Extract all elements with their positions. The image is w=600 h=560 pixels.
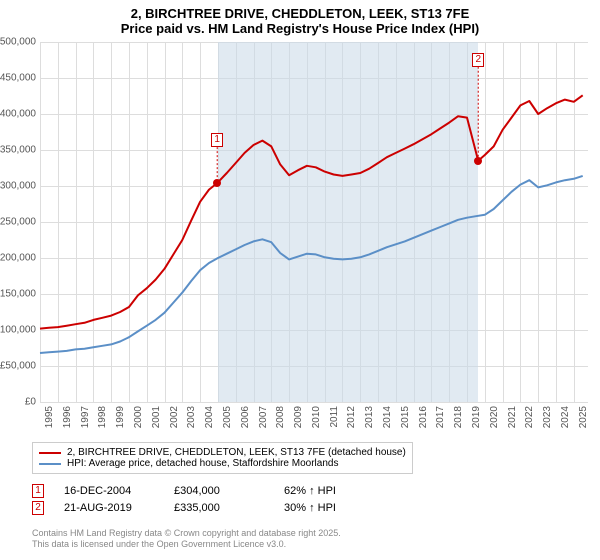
x-tick-label: 2015 — [400, 406, 411, 428]
sales-table: 1 16-DEC-2004 £304,000 62% ↑ HPI 2 21-AUG-201… — [32, 484, 374, 518]
x-tick-label: 2021 — [507, 406, 518, 428]
plot-area: £0£50,000£100,000£150,000£200,000£250,00… — [40, 42, 588, 402]
legend-row: 2, BIRCHTREE DRIVE, CHEDDLETON, LEEK, ST… — [39, 447, 406, 458]
x-tick-label: 2022 — [524, 406, 535, 428]
sale-marker-dot — [474, 157, 482, 165]
x-tick-label: 2013 — [364, 406, 375, 428]
x-tick-label: 2001 — [151, 406, 162, 428]
x-tick-label: 1999 — [115, 406, 126, 428]
legend: 2, BIRCHTREE DRIVE, CHEDDLETON, LEEK, ST… — [32, 442, 413, 474]
legend-swatch — [39, 452, 61, 454]
legend-swatch — [39, 463, 61, 465]
series-svg — [40, 42, 588, 402]
sales-row-marker: 2 — [32, 501, 44, 515]
y-tick-label: £100,000 — [0, 325, 36, 336]
y-tick-label: £450,000 — [0, 73, 36, 84]
x-tick-label: 1995 — [44, 406, 55, 428]
sales-row-marker: 1 — [32, 484, 44, 498]
sales-row-price: £335,000 — [174, 502, 264, 514]
y-tick-label: £300,000 — [0, 181, 36, 192]
x-tick-label: 2002 — [169, 406, 180, 428]
x-tick-label: 2014 — [382, 406, 393, 428]
x-tick-label: 2007 — [258, 406, 269, 428]
sale-marker-label: 1 — [211, 133, 223, 147]
x-tick-label: 2025 — [578, 406, 589, 428]
grid-line-h — [40, 402, 588, 403]
footnote: Contains HM Land Registry data © Crown c… — [32, 528, 341, 551]
x-tick-label: 2024 — [560, 406, 571, 428]
title-line-1: 2, BIRCHTREE DRIVE, CHEDDLETON, LEEK, ST… — [0, 6, 600, 21]
y-tick-label: £50,000 — [0, 361, 36, 372]
legend-label: 2, BIRCHTREE DRIVE, CHEDDLETON, LEEK, ST… — [67, 447, 406, 458]
legend-row: HPI: Average price, detached house, Staf… — [39, 458, 406, 469]
x-tick-label: 1998 — [97, 406, 108, 428]
footnote-line-2: This data is licensed under the Open Gov… — [32, 539, 341, 550]
x-tick-label: 2019 — [471, 406, 482, 428]
x-tick-label: 2011 — [329, 406, 340, 428]
y-tick-label: £150,000 — [0, 289, 36, 300]
title-line-2: Price paid vs. HM Land Registry's House … — [0, 21, 600, 36]
x-tick-label: 2008 — [275, 406, 286, 428]
x-tick-label: 2018 — [453, 406, 464, 428]
x-tick-label: 2016 — [418, 406, 429, 428]
chart-container: { "title": { "line1": "2, BIRCHTREE DRIV… — [0, 0, 600, 560]
sales-row-delta: 30% ↑ HPI — [284, 502, 374, 514]
y-tick-label: £400,000 — [0, 109, 36, 120]
x-tick-label: 2005 — [222, 406, 233, 428]
x-tick-label: 2020 — [489, 406, 500, 428]
x-tick-label: 2009 — [293, 406, 304, 428]
legend-label: HPI: Average price, detached house, Staf… — [67, 458, 338, 469]
y-tick-label: £500,000 — [0, 37, 36, 48]
x-tick-label: 2017 — [435, 406, 446, 428]
series-price_paid — [40, 95, 583, 328]
y-tick-label: £0 — [25, 397, 36, 408]
x-tick-label: 2010 — [311, 406, 322, 428]
sales-row-date: 21-AUG-2019 — [64, 502, 154, 514]
x-tick-label: 2003 — [186, 406, 197, 428]
footnote-line-1: Contains HM Land Registry data © Crown c… — [32, 528, 341, 539]
x-tick-label: 2000 — [133, 406, 144, 428]
chart-title: 2, BIRCHTREE DRIVE, CHEDDLETON, LEEK, ST… — [0, 0, 600, 38]
sales-row: 1 16-DEC-2004 £304,000 62% ↑ HPI — [32, 484, 374, 498]
x-tick-label: 2006 — [240, 406, 251, 428]
sales-row: 2 21-AUG-2019 £335,000 30% ↑ HPI — [32, 501, 374, 515]
sales-row-delta: 62% ↑ HPI — [284, 485, 374, 497]
x-tick-label: 2023 — [542, 406, 553, 428]
x-tick-label: 1997 — [80, 406, 91, 428]
y-tick-label: £250,000 — [0, 217, 36, 228]
sales-row-price: £304,000 — [174, 485, 264, 497]
sale-marker-dot — [213, 179, 221, 187]
sales-row-date: 16-DEC-2004 — [64, 485, 154, 497]
sale-marker-label: 2 — [472, 53, 484, 67]
x-tick-label: 1996 — [62, 406, 73, 428]
y-tick-label: £350,000 — [0, 145, 36, 156]
series-hpi — [40, 176, 583, 353]
x-tick-label: 2004 — [204, 406, 215, 428]
y-tick-label: £200,000 — [0, 253, 36, 264]
x-tick-label: 2012 — [346, 406, 357, 428]
